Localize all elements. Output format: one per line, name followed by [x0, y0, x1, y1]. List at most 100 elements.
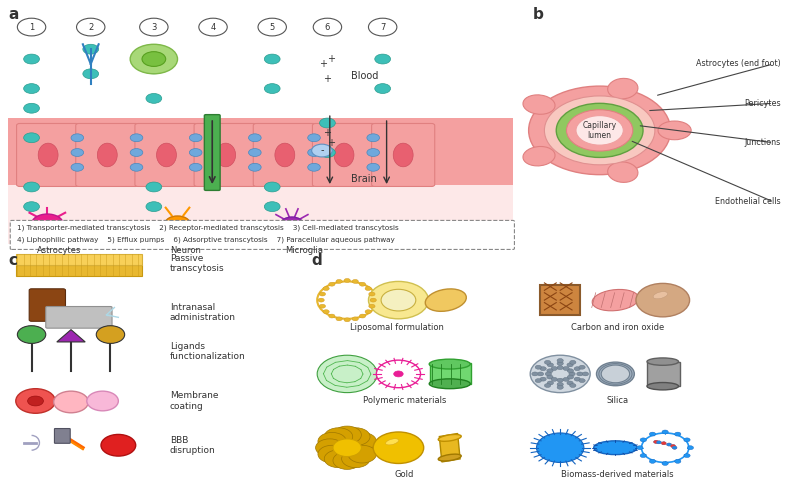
- Circle shape: [540, 367, 546, 370]
- Circle shape: [667, 443, 671, 446]
- Circle shape: [671, 445, 675, 448]
- Circle shape: [368, 304, 375, 308]
- Circle shape: [672, 446, 677, 449]
- Circle shape: [649, 460, 656, 463]
- Ellipse shape: [425, 289, 466, 311]
- Circle shape: [684, 438, 690, 442]
- Circle shape: [146, 93, 162, 103]
- Circle shape: [540, 377, 546, 381]
- Ellipse shape: [647, 358, 679, 365]
- Circle shape: [687, 446, 694, 450]
- Text: Intranasal
administration: Intranasal administration: [170, 303, 236, 322]
- Polygon shape: [439, 433, 460, 462]
- Ellipse shape: [429, 359, 470, 369]
- Circle shape: [556, 103, 643, 157]
- Circle shape: [318, 432, 346, 450]
- Circle shape: [24, 84, 39, 93]
- Circle shape: [71, 134, 84, 142]
- Circle shape: [545, 372, 552, 376]
- Ellipse shape: [438, 454, 462, 461]
- Circle shape: [569, 372, 575, 376]
- Polygon shape: [57, 330, 85, 342]
- Circle shape: [32, 214, 63, 234]
- Ellipse shape: [596, 362, 634, 386]
- Circle shape: [567, 363, 573, 367]
- Circle shape: [675, 460, 681, 463]
- Circle shape: [249, 134, 261, 142]
- Circle shape: [189, 163, 202, 171]
- Circle shape: [344, 318, 350, 322]
- Circle shape: [557, 366, 563, 369]
- Ellipse shape: [97, 143, 118, 167]
- Circle shape: [323, 286, 329, 290]
- Circle shape: [317, 281, 377, 319]
- Circle shape: [142, 52, 166, 66]
- Circle shape: [656, 441, 661, 444]
- Circle shape: [649, 432, 656, 436]
- Circle shape: [675, 432, 681, 436]
- Circle shape: [375, 54, 391, 64]
- Text: Brain: Brain: [351, 174, 377, 184]
- Circle shape: [548, 363, 553, 367]
- Circle shape: [264, 84, 280, 93]
- Ellipse shape: [334, 143, 354, 167]
- Circle shape: [557, 362, 563, 366]
- Circle shape: [368, 281, 428, 319]
- Circle shape: [368, 18, 397, 36]
- FancyBboxPatch shape: [17, 123, 80, 186]
- Circle shape: [367, 149, 380, 156]
- Text: +: +: [323, 128, 331, 138]
- Circle shape: [367, 134, 380, 142]
- Circle shape: [17, 18, 46, 36]
- Circle shape: [537, 372, 544, 376]
- Circle shape: [323, 310, 329, 314]
- Circle shape: [359, 314, 365, 318]
- Ellipse shape: [600, 116, 619, 125]
- FancyBboxPatch shape: [372, 123, 435, 186]
- Circle shape: [365, 286, 372, 290]
- Circle shape: [28, 396, 43, 406]
- Circle shape: [570, 360, 576, 364]
- Circle shape: [24, 202, 39, 212]
- Circle shape: [601, 365, 630, 383]
- Circle shape: [375, 84, 391, 93]
- Circle shape: [308, 134, 320, 142]
- Circle shape: [548, 381, 553, 385]
- Circle shape: [281, 217, 303, 231]
- Circle shape: [249, 163, 261, 171]
- Text: Astrocytes (end foot): Astrocytes (end foot): [697, 60, 781, 68]
- Circle shape: [24, 103, 39, 113]
- Text: 4: 4: [211, 23, 215, 31]
- Text: Ligands
functionalization: Ligands functionalization: [170, 342, 245, 362]
- Ellipse shape: [156, 143, 177, 167]
- Circle shape: [17, 326, 46, 343]
- Circle shape: [83, 69, 99, 79]
- Circle shape: [640, 438, 646, 442]
- Circle shape: [567, 369, 574, 373]
- Circle shape: [344, 278, 350, 282]
- Text: Microglia: Microglia: [285, 246, 323, 255]
- Circle shape: [684, 454, 690, 458]
- Circle shape: [557, 382, 563, 386]
- FancyBboxPatch shape: [46, 307, 112, 328]
- Circle shape: [574, 367, 581, 370]
- Circle shape: [567, 110, 633, 151]
- Ellipse shape: [608, 78, 638, 99]
- Text: +: +: [327, 54, 335, 64]
- Circle shape: [373, 432, 424, 463]
- Bar: [430, 363, 471, 384]
- Circle shape: [359, 282, 365, 286]
- Text: Liposomal formulation: Liposomal formulation: [350, 323, 443, 332]
- FancyBboxPatch shape: [312, 123, 376, 186]
- Text: 6: 6: [325, 23, 330, 31]
- Circle shape: [329, 314, 335, 318]
- Circle shape: [370, 298, 376, 302]
- Circle shape: [318, 298, 324, 302]
- Circle shape: [537, 433, 584, 462]
- Ellipse shape: [647, 383, 679, 390]
- Circle shape: [582, 372, 589, 376]
- Circle shape: [637, 446, 643, 450]
- Circle shape: [189, 149, 202, 156]
- Circle shape: [316, 439, 344, 457]
- Ellipse shape: [215, 143, 236, 167]
